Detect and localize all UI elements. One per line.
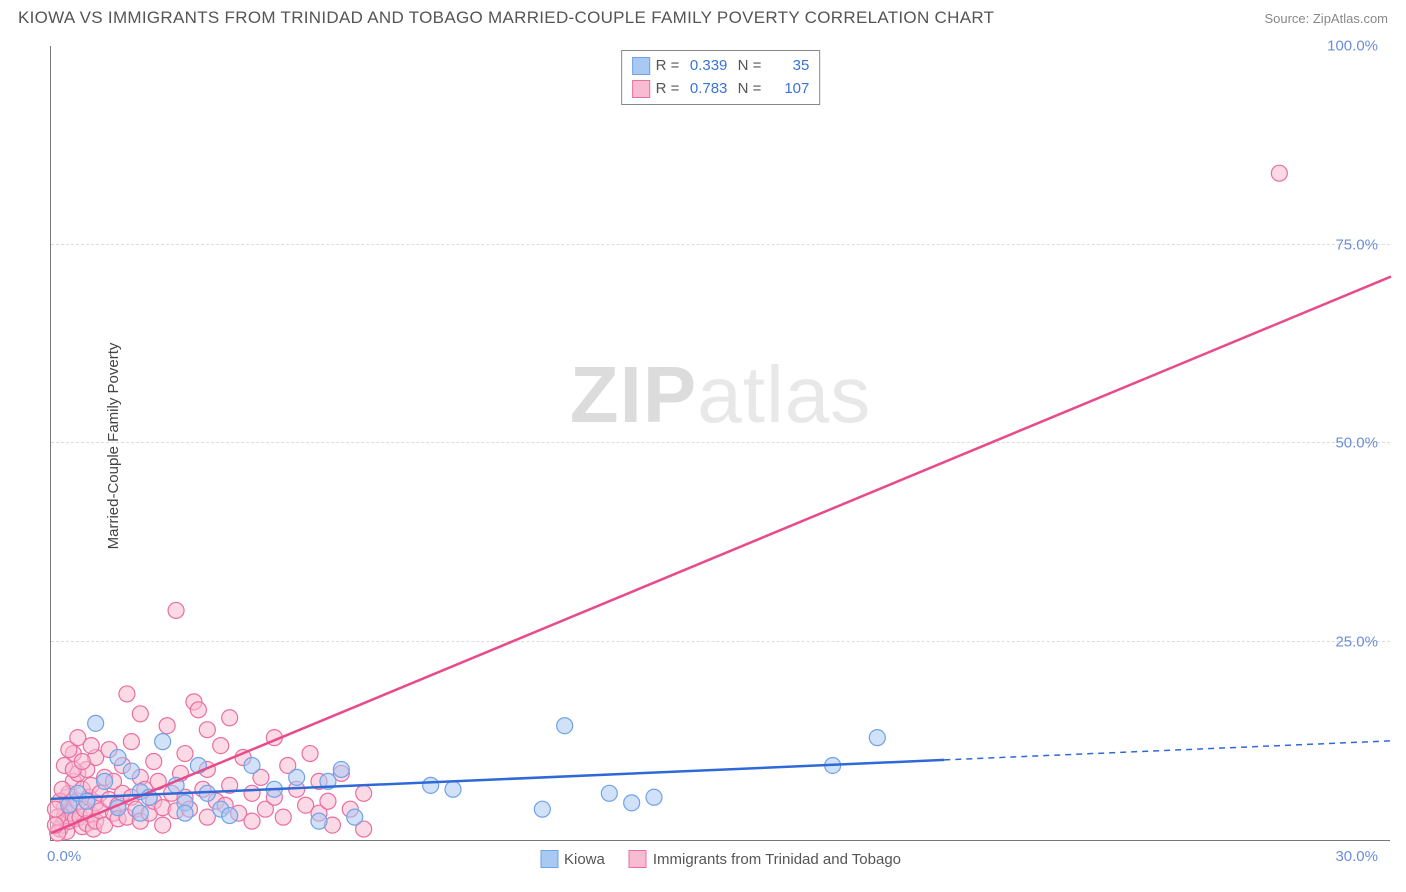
legend-swatch-trinidad	[629, 850, 647, 868]
data-point	[445, 781, 461, 797]
data-point	[155, 817, 171, 833]
data-point	[222, 710, 238, 726]
data-point	[79, 793, 95, 809]
data-point	[1271, 165, 1287, 181]
data-point	[289, 769, 305, 785]
data-point	[168, 602, 184, 618]
data-point	[869, 730, 885, 746]
trendline-kiowa-extrapolated	[944, 741, 1391, 760]
data-point	[646, 789, 662, 805]
data-point	[146, 754, 162, 770]
data-point	[54, 781, 70, 797]
data-point	[624, 795, 640, 811]
legend-swatch-kiowa	[540, 850, 558, 868]
data-point	[132, 805, 148, 821]
data-point	[123, 734, 139, 750]
data-point	[159, 718, 175, 734]
bottom-legend: Kiowa Immigrants from Trinidad and Tobag…	[540, 850, 901, 868]
data-point	[222, 808, 238, 824]
source-label: Source: ZipAtlas.com	[1264, 11, 1388, 26]
data-point	[119, 686, 135, 702]
data-point	[177, 746, 193, 762]
data-point	[199, 722, 215, 738]
data-point	[177, 805, 193, 821]
legend-item-kiowa: Kiowa	[540, 850, 605, 868]
data-point	[244, 757, 260, 773]
legend-label: Kiowa	[564, 851, 605, 868]
scatter-svg	[51, 46, 1390, 840]
data-point	[244, 785, 260, 801]
data-point	[110, 750, 126, 766]
x-tick-label: 0.0%	[47, 848, 81, 865]
data-point	[534, 801, 550, 817]
data-point	[83, 738, 99, 754]
data-point	[302, 746, 318, 762]
data-point	[97, 773, 113, 789]
data-point	[155, 734, 171, 750]
data-point	[347, 809, 363, 825]
plot-area: ZIPatlas 25.0% 50.0% 75.0% 100.0% 0.0% 3…	[50, 46, 1390, 841]
data-point	[356, 785, 372, 801]
data-point	[88, 715, 104, 731]
data-point	[423, 777, 439, 793]
data-point	[132, 706, 148, 722]
data-point	[333, 761, 349, 777]
data-point	[123, 763, 139, 779]
data-point	[275, 809, 291, 825]
legend-item-trinidad: Immigrants from Trinidad and Tobago	[629, 850, 901, 868]
x-tick-label: 30.0%	[1335, 848, 1378, 865]
legend-label: Immigrants from Trinidad and Tobago	[653, 851, 901, 868]
data-point	[557, 718, 573, 734]
data-point	[601, 785, 617, 801]
chart-title: KIOWA VS IMMIGRANTS FROM TRINIDAD AND TO…	[18, 8, 994, 28]
data-point	[190, 702, 206, 718]
data-point	[311, 813, 327, 829]
data-point	[74, 754, 90, 770]
data-point	[320, 793, 336, 809]
data-point	[244, 813, 260, 829]
data-point	[213, 738, 229, 754]
